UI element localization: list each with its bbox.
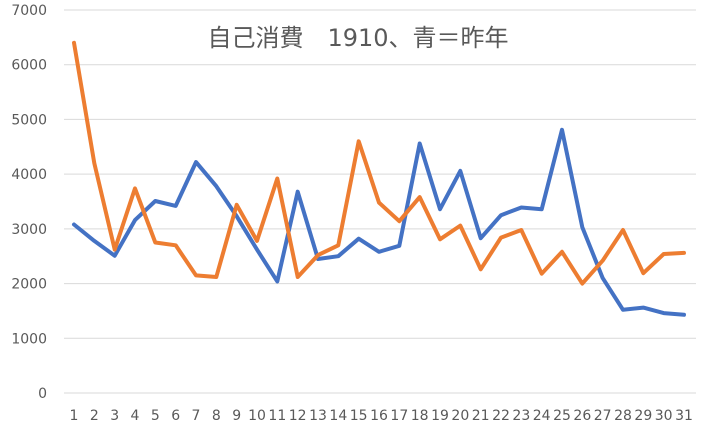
x-tick-label: 24 bbox=[533, 408, 551, 424]
y-tick-label: 7000 bbox=[11, 3, 47, 19]
x-tick-label: 16 bbox=[370, 408, 388, 424]
y-tick-label: 1000 bbox=[11, 331, 47, 347]
x-tick-label: 15 bbox=[350, 408, 368, 424]
x-tick-label: 27 bbox=[594, 408, 612, 424]
x-tick-label: 13 bbox=[309, 408, 327, 424]
x-tick-label: 7 bbox=[192, 408, 201, 424]
y-tick-label: 2000 bbox=[11, 277, 47, 293]
y-tick-label: 5000 bbox=[11, 112, 47, 128]
x-tick-label: 22 bbox=[492, 408, 510, 424]
x-tick-label: 23 bbox=[512, 408, 530, 424]
x-tick-label: 9 bbox=[232, 408, 241, 424]
x-tick-label: 18 bbox=[411, 408, 429, 424]
y-tick-label: 6000 bbox=[11, 58, 47, 74]
x-tick-label: 19 bbox=[431, 408, 449, 424]
chart-title: 自己消費 1910、青＝昨年 bbox=[207, 24, 508, 52]
x-tick-label: 21 bbox=[472, 408, 490, 424]
x-tick-label: 8 bbox=[212, 408, 221, 424]
y-tick-label: 4000 bbox=[11, 167, 47, 183]
y-tick-label: 3000 bbox=[11, 222, 47, 238]
x-axis-tick-labels: 1 2 3 4 5 6 7 8 9 10 11 12 13 14 15 16 17 18 19 20 21 22 23 24 2… bbox=[70, 408, 693, 424]
x-tick-label: 3 bbox=[110, 408, 119, 424]
x-tick-label: 17 bbox=[390, 408, 408, 424]
x-tick-label: 31 bbox=[675, 408, 693, 424]
y-axis-tick-labels: 0 1000 2000 3000 4000 5000 6000 7000 bbox=[11, 3, 47, 402]
y-tick-label: 0 bbox=[38, 386, 47, 402]
x-tick-label: 5 bbox=[151, 408, 160, 424]
x-tick-label: 10 bbox=[248, 408, 266, 424]
series-line-2 bbox=[72, 40, 686, 286]
x-tick-label: 14 bbox=[329, 408, 347, 424]
x-tick-label: 2 bbox=[90, 408, 99, 424]
gridlines bbox=[64, 9, 696, 394]
x-tick-label: 26 bbox=[573, 408, 591, 424]
x-tick-label: 25 bbox=[553, 408, 571, 424]
x-tick-label: 12 bbox=[289, 408, 307, 424]
x-tick-label: 30 bbox=[655, 408, 673, 424]
x-tick-label: 4 bbox=[131, 408, 140, 424]
x-tick-label: 29 bbox=[634, 408, 652, 424]
x-tick-label: 28 bbox=[614, 408, 632, 424]
x-tick-label: 20 bbox=[451, 408, 469, 424]
x-tick-label: 11 bbox=[268, 408, 286, 424]
x-tick-label: 1 bbox=[70, 408, 79, 424]
x-tick-label: 6 bbox=[171, 408, 180, 424]
series-line-1 bbox=[72, 127, 686, 317]
series-lines bbox=[72, 40, 686, 317]
